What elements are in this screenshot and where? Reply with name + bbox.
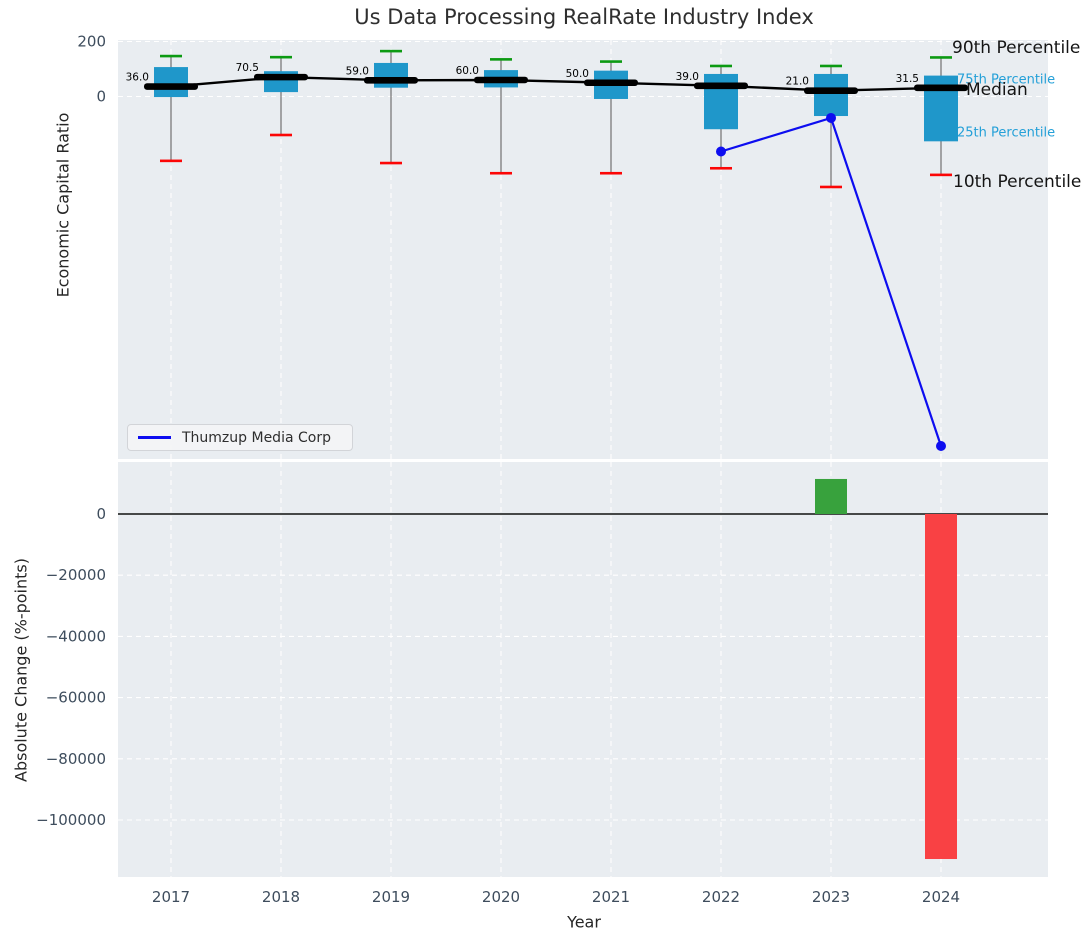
bottom-ytick-label--40000: −40000 — [46, 627, 106, 645]
cap-10th-2020 — [490, 171, 512, 175]
cap-90th-2017 — [160, 54, 182, 58]
bottom-y-axis-label: Absolute Change (%-points) — [11, 558, 31, 782]
median-segment-2020 — [474, 76, 528, 84]
median-value-label-2023: 21.0 — [786, 76, 809, 88]
xtick-label-2018: 2018 — [262, 888, 300, 906]
xtick-label-2019: 2019 — [372, 888, 410, 906]
annotation-75th-percentile: 75th Percentile — [957, 72, 1056, 88]
median-value-label-2024: 31.5 — [896, 73, 919, 85]
bottom-chart: 0 −20000 −40000 −60000 −80000 −100000 2017 2018… — [36, 462, 1048, 906]
company-marker-2022 — [716, 146, 726, 157]
legend: Thumzup Media Corp — [127, 424, 353, 451]
median-segment-2022 — [694, 82, 748, 90]
cap-10th-2017 — [160, 159, 182, 163]
median-segment-2023 — [804, 87, 858, 95]
median-value-label-2017: 36.0 — [126, 72, 149, 84]
cap-10th-2023 — [820, 185, 842, 189]
company-marker-2023 — [826, 112, 836, 123]
cap-10th-2019 — [380, 161, 402, 165]
bottom-ytick-label--100000: −100000 — [36, 811, 106, 829]
annotation-10th-percentile: 10th Percentile — [953, 172, 1082, 192]
cap-90th-2023 — [820, 64, 842, 68]
median-segment-2017 — [144, 83, 198, 90]
median-value-label-2022: 39.0 — [676, 71, 699, 83]
top-ytick-label-200: 200 — [77, 33, 106, 51]
median-segment-2021 — [584, 79, 638, 87]
cap-90th-2020 — [490, 58, 512, 61]
median-segment-2024 — [914, 84, 968, 92]
chart-title: Us Data Processing RealRate Industry Ind… — [354, 5, 814, 29]
cap-10th-2022 — [710, 166, 732, 170]
change-bar-2024 — [925, 514, 957, 860]
xtick-label-2024: 2024 — [922, 888, 960, 906]
median-segment-2019 — [364, 76, 418, 84]
xtick-label-2021: 2021 — [592, 888, 630, 906]
xtick-label-2022: 2022 — [702, 888, 740, 906]
cap-10th-2024 — [930, 173, 952, 177]
legend-label: Thumzup Media Corp — [182, 429, 331, 446]
median-value-label-2021: 50.0 — [566, 68, 589, 80]
cap-90th-2019 — [380, 49, 402, 53]
box-2017 — [154, 67, 188, 98]
top-chart: 200 0 36.0 70.5 59.0 60.0 50.0 39.0 21.0 31.5 — [77, 33, 1048, 459]
bottom-ytick-label--60000: −60000 — [46, 689, 106, 707]
change-bar-2023 — [815, 478, 847, 514]
cap-10th-2018 — [270, 133, 292, 137]
annotation-median: Median — [966, 80, 1028, 100]
median-segment-2018 — [254, 73, 308, 81]
xtick-label-2023: 2023 — [812, 888, 850, 906]
cap-90th-2018 — [270, 55, 292, 59]
annotation-25th-percentile: 25th Percentile — [957, 125, 1056, 141]
cap-10th-2021 — [600, 171, 622, 175]
legend-line-sample-icon — [138, 436, 171, 439]
cap-90th-2022 — [710, 64, 732, 68]
top-plot-area — [118, 40, 1048, 459]
xtick-label-2017: 2017 — [152, 888, 190, 906]
box-2023 — [814, 73, 848, 117]
bottom-ytick-label--80000: −80000 — [46, 750, 106, 768]
bottom-ytick-label--20000: −20000 — [46, 566, 106, 584]
xtick-label-2020: 2020 — [482, 888, 520, 906]
company-marker-2024 — [936, 441, 946, 452]
box-2019 — [374, 62, 408, 88]
annotation-90th-percentile: 90th Percentile — [952, 38, 1081, 58]
cap-90th-2021 — [600, 60, 622, 63]
cap-90th-2024 — [930, 56, 952, 59]
x-axis-label: Year — [567, 912, 601, 932]
median-value-label-2019: 59.0 — [346, 65, 369, 77]
median-value-label-2018: 70.5 — [236, 62, 259, 74]
top-y-axis-label: Economic Capital Ratio — [53, 112, 73, 298]
bottom-ytick-label-0: 0 — [96, 505, 106, 523]
top-ytick-label-0: 0 — [96, 88, 106, 106]
box-2022 — [704, 73, 738, 130]
bottom-plot-area — [118, 462, 1048, 877]
median-value-label-2020: 60.0 — [456, 65, 479, 77]
